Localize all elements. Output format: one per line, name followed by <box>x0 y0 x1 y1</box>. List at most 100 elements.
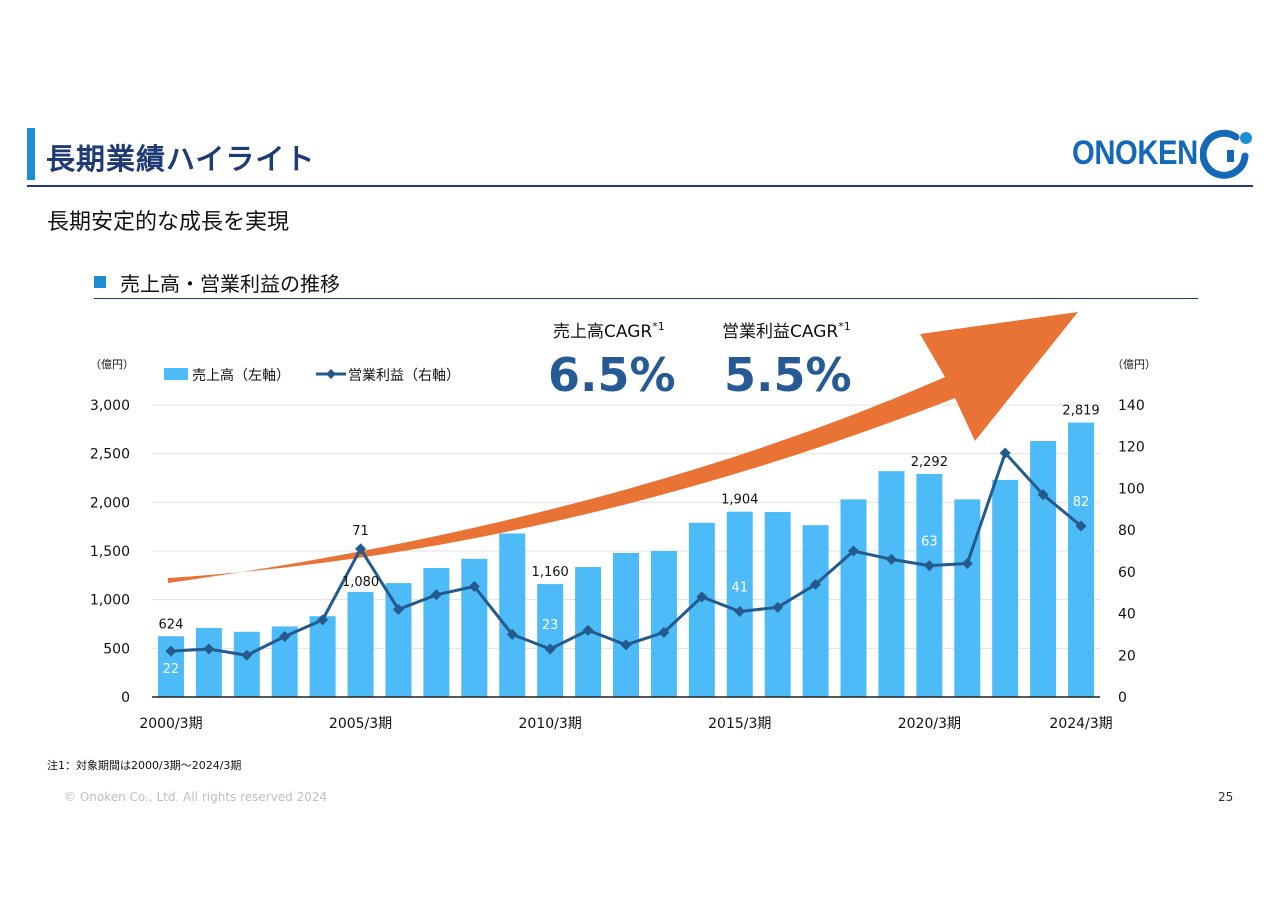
legend-label-revenue: 売上高（左軸） <box>192 367 290 384</box>
profit-point <box>582 624 594 636</box>
revenue-bar <box>688 522 715 697</box>
y-right-tick-label: 20 <box>1118 648 1136 664</box>
profit-data-label: 22 <box>163 662 180 677</box>
section-divider <box>94 298 1198 299</box>
cagr-revenue-label: 売上高CAGR*1 <box>553 320 665 342</box>
y-right-tick-label: 60 <box>1118 565 1136 581</box>
revenue-bar <box>1030 441 1057 697</box>
y-right-unit-label: （億円） <box>1112 358 1156 371</box>
profit-data-label: 23 <box>542 618 559 633</box>
profit-point <box>999 447 1011 459</box>
profit-data-label: 63 <box>921 535 938 550</box>
profit-data-label: 82 <box>1073 495 1090 510</box>
profit-point <box>355 543 367 555</box>
y-right-tick-label: 0 <box>1118 690 1127 706</box>
revenue-data-label: 624 <box>159 617 184 632</box>
slide-subtitle: 長期安定的な成長を実現 <box>47 210 290 235</box>
profit-point <box>696 591 708 603</box>
section-title: 売上高・営業利益の推移 <box>120 272 340 296</box>
y-left-tick-label: 0 <box>121 690 130 706</box>
legend: 売上高（左軸） 営業利益（右軸） <box>164 367 460 384</box>
x-tick-label: 2024/3期 <box>1049 716 1112 732</box>
cagr-profit-label: 営業利益CAGR*1 <box>722 320 851 342</box>
revenue-bar <box>461 558 488 697</box>
profit-point <box>279 631 291 643</box>
revenue-bar <box>385 583 412 697</box>
revenue-bar <box>1068 422 1095 697</box>
profit-point <box>734 605 746 617</box>
cagr-block-revenue: 売上高CAGR*1 6.5% <box>548 320 676 402</box>
y-right-tick-label: 140 <box>1118 398 1145 414</box>
legend-label-profit: 営業利益（右軸） <box>348 368 460 384</box>
revenue-bar <box>954 499 981 697</box>
title-divider <box>27 185 1253 187</box>
profit-point <box>810 578 822 590</box>
profit-point <box>1037 489 1049 501</box>
legend-swatch-bar <box>164 368 188 380</box>
x-tick-label: 2015/3期 <box>708 716 771 732</box>
profit-point <box>544 643 556 655</box>
revenue-data-label: 1,904 <box>721 493 758 508</box>
revenue-data-label: 1,080 <box>342 575 379 590</box>
revenue-profit-chart: 624 1,080 1,160 1,904 2,292 2,819 22 71 23 41 63 82… <box>90 312 1156 732</box>
data-labels: 624 1,080 1,160 1,904 2,292 2,819 22 71 23 41 63 82 <box>159 404 1100 677</box>
page-title: 長期業績ハイライト <box>46 142 316 176</box>
revenue-data-label: 1,160 <box>532 565 569 580</box>
profit-point <box>1075 520 1087 532</box>
profit-point <box>165 645 177 657</box>
x-tick-label: 2000/3期 <box>139 716 202 732</box>
profit-point <box>241 649 253 661</box>
x-tick-label: 2020/3期 <box>898 716 961 732</box>
revenue-data-label: 2,292 <box>911 455 948 470</box>
page-number: 25 <box>1218 790 1234 804</box>
revenue-bar <box>613 552 639 697</box>
profit-point <box>468 580 480 592</box>
revenue-bar <box>916 473 943 697</box>
x-tick-label: 2010/3期 <box>519 716 582 732</box>
section-bullet-icon <box>94 276 106 288</box>
profit-point <box>961 558 973 570</box>
profit-point <box>430 589 442 601</box>
revenue-data-label: 2,819 <box>1062 404 1099 419</box>
operating-profit-line <box>165 447 1087 661</box>
y-left-unit-label: （億円） <box>90 358 134 371</box>
y-right-tick-label: 100 <box>1118 481 1145 497</box>
revenue-bar <box>992 479 1019 697</box>
copyright: © Onoken Co., Ltd. All rights reserved 2… <box>64 790 328 804</box>
revenue-bar <box>802 525 829 697</box>
profit-point <box>772 601 784 613</box>
y-right-tick-label: 120 <box>1118 440 1145 456</box>
profit-point <box>658 626 670 638</box>
profit-point <box>506 628 518 640</box>
y-right-tick-label: 80 <box>1118 523 1136 539</box>
y-left-tick-label: 1,000 <box>90 593 130 609</box>
profit-point <box>620 639 632 651</box>
onoken-logo: ONOKEN <box>1072 128 1254 180</box>
title-accent-bar <box>27 128 35 180</box>
revenue-bar <box>499 533 526 697</box>
axes: 0 500 1,000 1,500 2,000 2,500 3,000 0 20 40 60 80 10… <box>90 358 1156 732</box>
profit-point <box>848 545 860 557</box>
profit-point <box>203 643 215 655</box>
y-left-tick-label: 3,000 <box>90 398 130 414</box>
revenue-bar <box>233 631 260 697</box>
y-right-tick-label: 40 <box>1118 607 1136 623</box>
logo-wordmark: ONOKEN <box>1072 134 1198 172</box>
y-left-tick-label: 2,000 <box>90 495 130 511</box>
revenue-bar <box>537 584 564 697</box>
cagr-profit-value: 5.5% <box>724 348 852 402</box>
y-left-tick-label: 1,500 <box>90 544 130 560</box>
revenue-bar <box>347 591 374 697</box>
revenue-bar <box>726 511 753 697</box>
legend-swatch-marker <box>326 369 336 379</box>
cagr-revenue-value: 6.5% <box>548 348 676 402</box>
revenue-bar <box>195 627 222 697</box>
revenue-bar <box>878 471 905 697</box>
profit-data-label: 71 <box>352 524 369 539</box>
revenue-bar <box>840 499 867 697</box>
footnote: 注1：対象期間は2000/3期～2024/3期 <box>47 759 242 772</box>
x-tick-label: 2005/3期 <box>329 716 392 732</box>
profit-data-label: 41 <box>731 580 748 595</box>
logo-mark-icon <box>1200 129 1252 179</box>
profit-point <box>923 560 935 572</box>
